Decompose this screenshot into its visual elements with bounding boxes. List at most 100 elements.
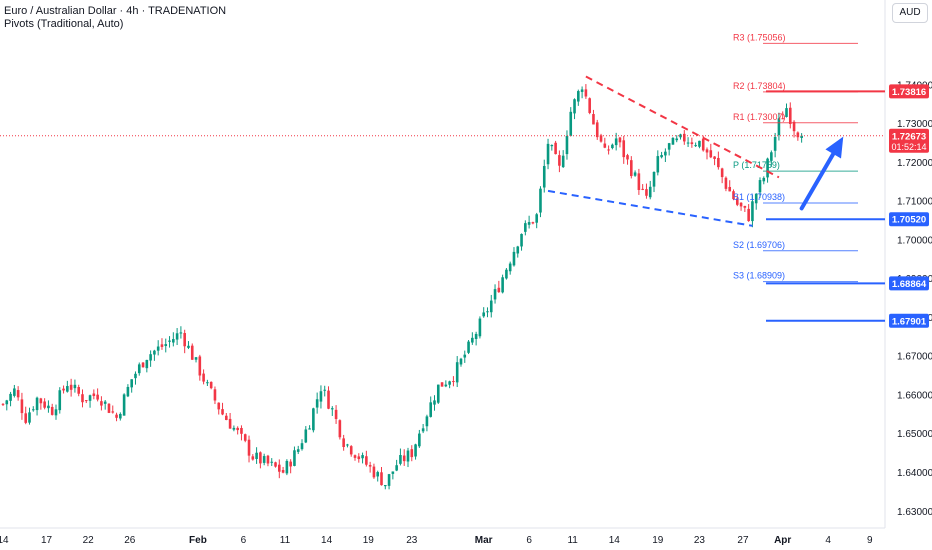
candle-body xyxy=(274,462,277,467)
x-tick-label: 9 xyxy=(867,535,873,546)
candle-body xyxy=(785,108,788,117)
candle-body xyxy=(391,471,395,474)
candle-body xyxy=(319,391,323,402)
candle-body xyxy=(145,359,149,369)
candle-body xyxy=(346,444,349,446)
candle-body xyxy=(315,399,319,408)
candle-body xyxy=(172,339,175,343)
candle-body xyxy=(5,400,9,405)
x-tick-label: 11 xyxy=(567,535,578,546)
candle-body xyxy=(368,465,372,467)
candle-body xyxy=(531,222,535,224)
candle-body xyxy=(516,246,520,254)
candle-body xyxy=(698,140,701,147)
candle-body xyxy=(130,379,133,388)
candle-body xyxy=(312,408,315,431)
candle-body xyxy=(505,269,508,279)
candle-body xyxy=(122,394,126,416)
candle-body xyxy=(28,412,31,423)
candle-body xyxy=(281,470,285,473)
candle-body xyxy=(365,456,368,465)
x-tick-label: 19 xyxy=(363,535,375,546)
candle-body xyxy=(240,427,243,434)
candle-body xyxy=(478,318,482,337)
candle-body xyxy=(471,337,474,343)
candle-body xyxy=(512,251,516,266)
candle-body xyxy=(777,118,781,136)
candle-body xyxy=(656,156,660,173)
candle-body xyxy=(717,157,720,168)
candle-body xyxy=(410,449,414,458)
candle-body xyxy=(728,186,732,192)
candle-body xyxy=(92,393,96,397)
x-tick-label: 14 xyxy=(0,535,9,546)
chart-title: Euro / Australian Dollar · 4h · TRADENAT… xyxy=(4,5,227,17)
candle-body xyxy=(327,390,330,409)
x-tick-label: 17 xyxy=(41,535,53,546)
candle-body xyxy=(81,394,84,403)
candle-body xyxy=(573,99,576,114)
candle-body xyxy=(497,287,501,293)
candle-body xyxy=(77,387,80,394)
price-axis-tag-label: 1.68864 xyxy=(892,279,927,290)
x-tick-label: 6 xyxy=(241,535,247,546)
candle-body xyxy=(751,201,754,222)
candle-body xyxy=(467,341,470,353)
candle-body xyxy=(285,460,289,474)
candle-body xyxy=(217,402,221,410)
candle-body xyxy=(31,409,35,411)
candle-body xyxy=(501,277,504,293)
x-tick-label: 26 xyxy=(124,535,136,546)
candle-body xyxy=(107,403,111,413)
candle-body xyxy=(361,455,364,459)
candle-body xyxy=(323,389,327,391)
candle-body xyxy=(770,152,773,161)
candle-body xyxy=(561,155,565,168)
currency-badge[interactable]: AUD xyxy=(892,3,928,23)
y-tick-label: 1.65000 xyxy=(897,429,932,440)
y-tick-label: 1.72000 xyxy=(897,158,932,169)
candle-body xyxy=(588,98,591,113)
indicator-label[interactable]: Pivots (Traditional, Auto) xyxy=(4,18,124,30)
candle-body xyxy=(792,121,796,132)
candle-body xyxy=(448,381,451,385)
candle-body xyxy=(202,373,205,382)
x-tick-label: 22 xyxy=(83,535,95,546)
candle-body xyxy=(652,171,656,187)
candle-body xyxy=(134,373,137,379)
current-price-label: 1.72673 xyxy=(892,131,926,142)
candle-body xyxy=(781,118,785,120)
candle-body xyxy=(43,401,46,408)
candle-body xyxy=(724,177,728,189)
price-axis-tag-label: 1.73816 xyxy=(892,87,926,98)
candle-body xyxy=(289,461,292,467)
candle-body xyxy=(474,333,478,339)
candle-body xyxy=(84,400,88,402)
pivot-label-s2: S2 (1.69706) xyxy=(733,240,785,250)
candle-body xyxy=(300,443,304,450)
projection-arrow-head xyxy=(825,136,844,159)
pivot-label-r2: R2 (1.73804) xyxy=(733,81,786,91)
candle-body xyxy=(96,394,99,400)
candle-body xyxy=(648,186,652,198)
candle-body xyxy=(595,122,599,138)
candle-body xyxy=(766,158,769,178)
projection-arrow-shaft xyxy=(799,151,836,211)
candle-body xyxy=(554,142,557,155)
price-axis-tag xyxy=(889,84,929,99)
candle-body xyxy=(58,390,62,411)
x-tick-label: Apr xyxy=(774,535,791,546)
candle-body xyxy=(558,155,561,166)
candle-body xyxy=(645,189,648,196)
candle-body xyxy=(380,472,383,486)
price-axis-tag xyxy=(889,313,929,328)
candle-body xyxy=(160,344,164,347)
candle-body xyxy=(372,466,376,478)
candle-body xyxy=(304,429,308,443)
candle-body xyxy=(232,427,236,430)
candle-body xyxy=(542,165,546,188)
candle-body xyxy=(308,428,311,430)
x-tick-label: 23 xyxy=(694,535,706,546)
